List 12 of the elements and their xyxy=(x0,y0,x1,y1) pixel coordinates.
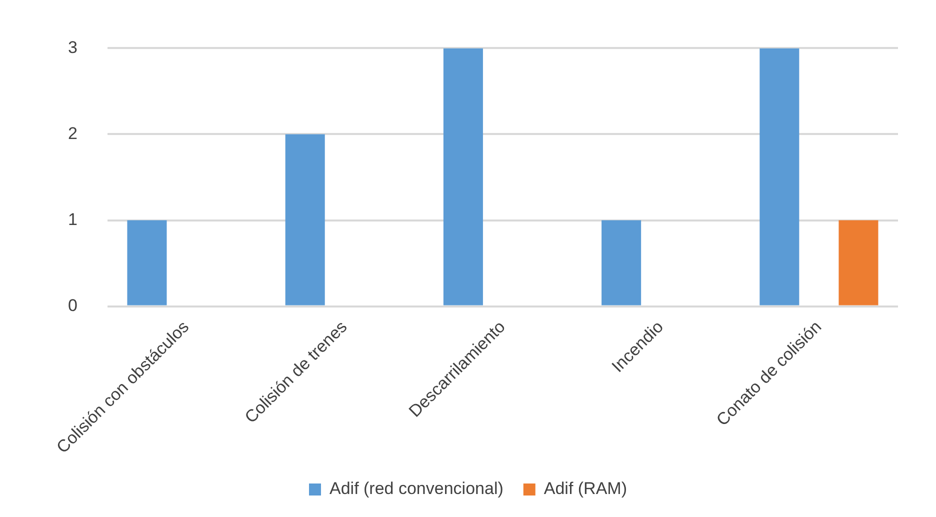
y-tick-label: 3 xyxy=(68,38,78,57)
bar xyxy=(602,220,642,306)
bar xyxy=(127,220,167,306)
bar xyxy=(443,48,483,306)
legend-label: Adif (red convencional) xyxy=(330,479,504,498)
bar xyxy=(760,48,800,306)
legend-label: Adif (RAM) xyxy=(544,479,627,498)
bar xyxy=(838,220,878,306)
y-tick-label: 0 xyxy=(68,296,78,315)
y-tick-label: 1 xyxy=(68,210,78,229)
y-tick-label: 2 xyxy=(68,124,78,143)
bar xyxy=(285,134,325,306)
